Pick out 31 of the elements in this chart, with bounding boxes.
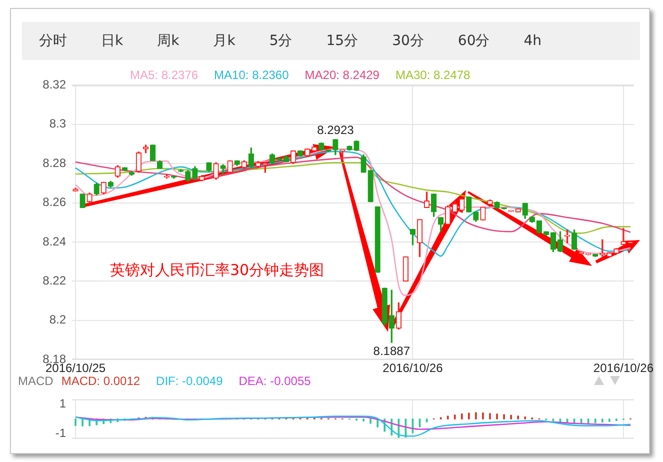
text: DEA: -0.0055: [238, 374, 311, 390]
text: 分时: [38, 32, 68, 51]
chart-title: MACD: [18, 374, 54, 390]
text: MA10: 8.2360: [214, 68, 289, 84]
y-tick-label: 8.32: [42, 78, 66, 92]
text: DIF: -0.0049: [156, 374, 223, 390]
x-tick-label: 2016/10/26: [382, 361, 444, 376]
y-tick-label: 8.22: [42, 274, 66, 288]
text: 15分: [325, 32, 360, 51]
y-tick-label: 8.26: [42, 195, 66, 210]
text: MACD: 0.0012: [61, 374, 140, 390]
text: 5分: [268, 32, 294, 51]
text: 周k: [156, 32, 180, 51]
text: MA30: 8.2478: [395, 68, 470, 84]
text: 4h: [522, 32, 543, 51]
text: MA20: 8.2429: [304, 68, 380, 84]
y-tick-label: -1: [55, 426, 66, 440]
y-tick-label: 8.2: [49, 312, 66, 327]
x-tick-label: 2016/10/26: [593, 361, 654, 376]
y-tick-label: 8.3: [49, 116, 66, 131]
text: 60分: [456, 32, 491, 51]
text: 30分: [391, 32, 425, 51]
text: 日k: [100, 32, 124, 51]
y-tick-label: 1: [59, 396, 66, 411]
y-tick-label: 8.24: [42, 234, 66, 248]
annotation: 8.2923: [317, 122, 354, 137]
annotation: 8.1887: [373, 344, 410, 358]
text: 月k: [212, 32, 236, 51]
text: MA5: 8.2376: [130, 68, 198, 84]
text: 英镑对人民币汇率30分钟走势图: [110, 261, 324, 280]
y-tick-label: 8.28: [42, 156, 66, 170]
